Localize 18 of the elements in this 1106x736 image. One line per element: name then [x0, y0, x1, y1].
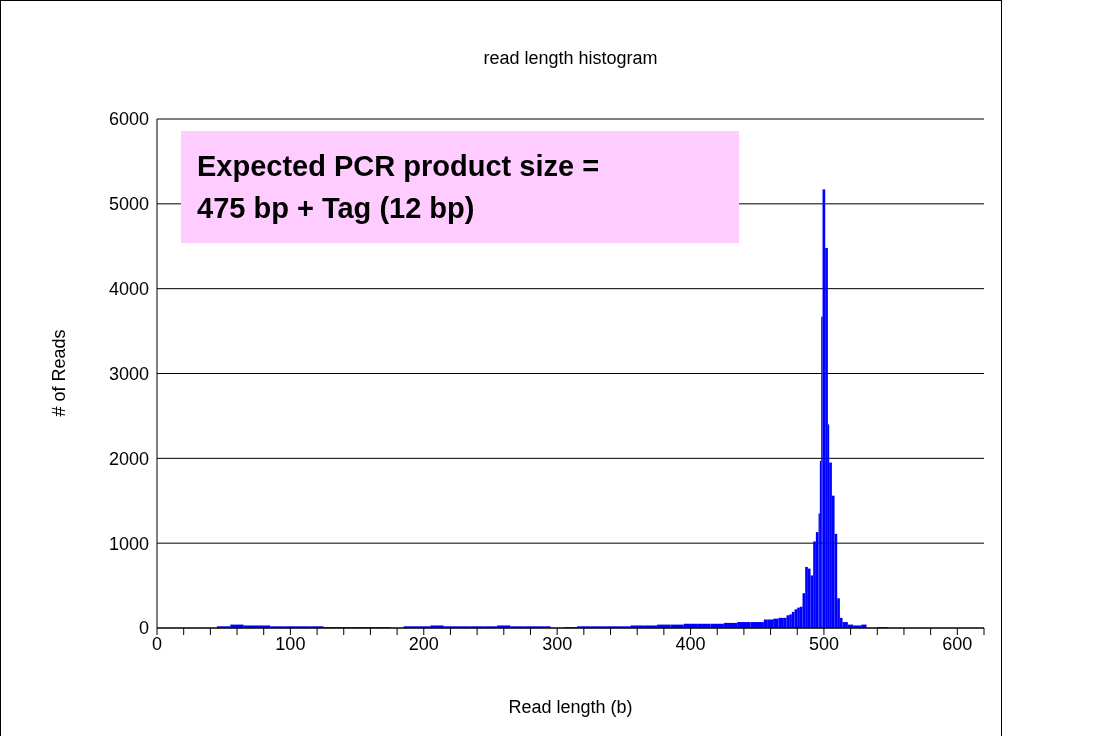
y-tick-label: 1000 — [108, 533, 149, 554]
x-tick-label: 400 — [675, 633, 706, 654]
y-axis-title: # of Reads — [48, 329, 70, 417]
y-tick-label: 2000 — [108, 448, 149, 469]
y-tick-label: 6000 — [108, 109, 149, 130]
x-tick-label: 500 — [808, 633, 839, 654]
x-tick-label: 0 — [151, 633, 163, 654]
y-tick-label: 5000 — [108, 194, 149, 215]
callout-box: Expected PCR product size = 475 bp + Tag (12 bp) — [181, 131, 739, 243]
y-tick-label: 3000 — [108, 363, 149, 384]
y-tick-label: 0 — [138, 618, 149, 639]
y-tick-label: 4000 — [108, 279, 149, 300]
chart-title: read length histogram — [482, 48, 659, 69]
x-axis-title: Read length (b) — [507, 697, 634, 718]
x-tick-label: 100 — [275, 633, 306, 654]
x-tick-label: 600 — [942, 633, 973, 654]
x-tick-label: 200 — [408, 633, 439, 654]
x-tick-label: 300 — [542, 633, 573, 654]
